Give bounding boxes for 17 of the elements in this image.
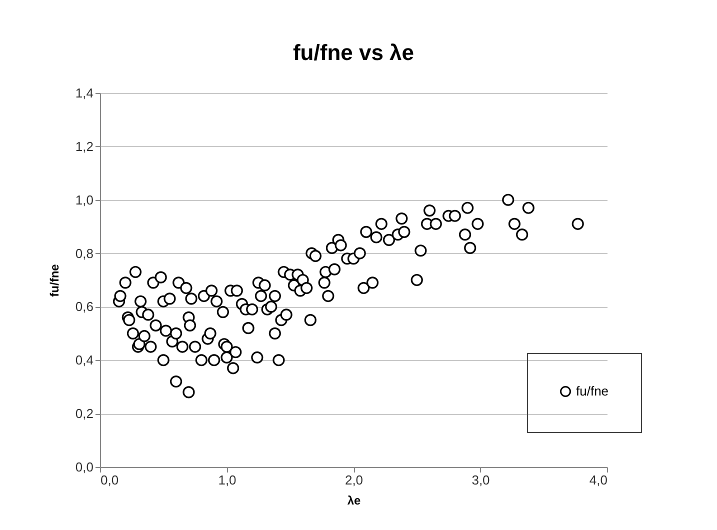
x-tick-label: 3,0 xyxy=(472,472,490,488)
y-tick-label: 0,8 xyxy=(75,246,94,261)
x-tick-label: 2,0 xyxy=(344,472,364,488)
chart-title: fu/fne vs λe xyxy=(292,40,414,65)
legend-label: fu/fne xyxy=(576,384,609,398)
x-tick-label: 1,0 xyxy=(218,472,236,488)
y-tick-label: 0,6 xyxy=(75,299,94,314)
x-axis-title: λe xyxy=(347,494,361,508)
x-tick-label: 4,0 xyxy=(589,472,608,488)
y-tick-label: 0,4 xyxy=(75,352,94,368)
y-tick-label: 1,2 xyxy=(75,138,94,154)
y-axis-title: fu/fne xyxy=(47,264,62,297)
y-tick-label: 1,0 xyxy=(75,192,94,208)
y-tick-label: 0,2 xyxy=(75,406,94,422)
y-tick-label: 0,0 xyxy=(75,460,94,474)
y-tick-label: 1,4 xyxy=(75,86,94,100)
x-tick-label: 0,0 xyxy=(100,472,119,488)
